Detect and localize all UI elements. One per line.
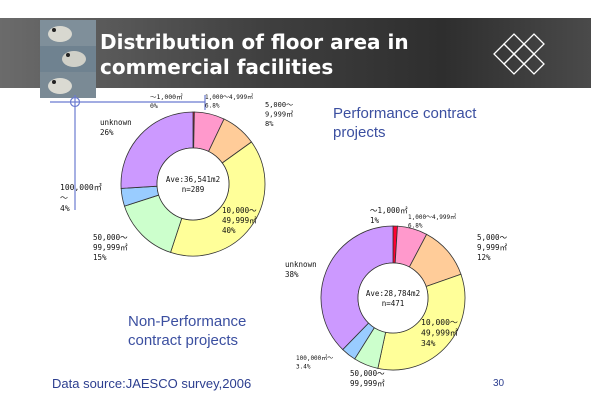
chart2-label-7: unknown 38% <box>285 260 317 279</box>
chart1-label: Performance contract projects <box>333 105 477 141</box>
chart2-center <box>357 262 429 334</box>
lattice-logo-icon <box>493 33 545 75</box>
chart1-center-text: Ave:36,541m2 n=289 <box>166 175 220 194</box>
chart2-label-1: ～1,000㎡ 1% <box>370 206 408 225</box>
bird-photo-icon <box>40 72 96 98</box>
chart2-label-6: 100,000㎡～ 3.4% <box>296 354 333 371</box>
chart2-label-3: 5,000～ 9,999㎡ 12% <box>477 233 508 262</box>
chart1-label-3: 5,000～ 9,999㎡ 8% <box>265 101 293 128</box>
chart1-label-6: 100,000㎡～ 4% <box>60 183 102 213</box>
data-source: Data source:JAESCO survey,2006 <box>52 376 252 391</box>
bird-photo-icon <box>40 20 96 46</box>
chart2-center-text: Ave:28,784m2 n=471 <box>366 289 420 308</box>
chart1-label-5: 50,000～ 99,999㎡ 15% <box>93 233 128 262</box>
chart2-label-4: 10,000～ 49,999㎡ 34% <box>421 318 458 348</box>
chart1-label-1: ～1,000㎡ 0% <box>150 92 183 110</box>
bird-photo-icon <box>40 46 96 72</box>
chart1-label-7: unknown 26% <box>100 118 132 137</box>
chart2-label-2: 1,000～4,999㎡ 6.8% <box>408 213 456 230</box>
chart1-center <box>156 147 230 221</box>
title-bar <box>0 18 591 88</box>
chart1-label-4: 10,000～ 49,999㎡ 40% <box>222 206 257 235</box>
chart2-label-5: 50,000～ 99,999㎡ <box>350 369 385 388</box>
page-number: 30 <box>493 378 505 389</box>
chart2-label: Non-Performance contract projects <box>128 313 247 349</box>
chart1-label-2: 1,000～4,999㎡ 6.8% <box>205 93 253 110</box>
slide-title: Distribution of floor area in commercial… <box>100 30 409 79</box>
